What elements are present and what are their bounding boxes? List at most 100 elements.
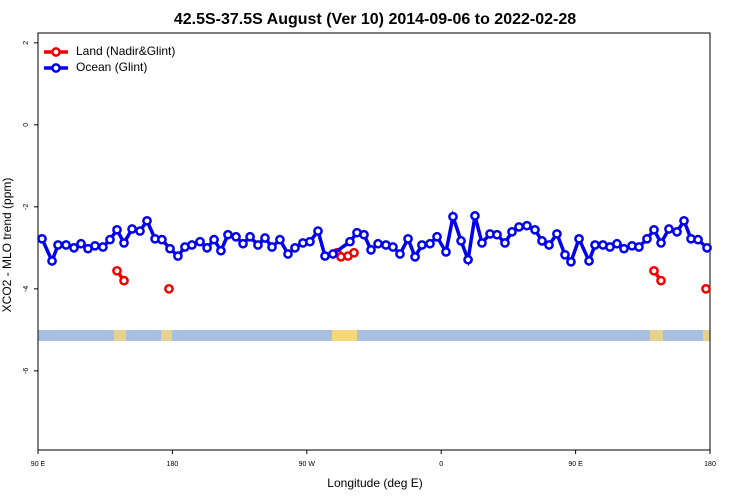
data-point [142, 215, 152, 226]
data-point [238, 238, 248, 249]
data-point [373, 238, 383, 249]
data-point [231, 231, 241, 242]
data-point [477, 238, 487, 248]
data-point [507, 227, 517, 237]
data-point [456, 236, 466, 246]
data-point [53, 240, 63, 250]
data-point [425, 238, 435, 249]
y-tick-label: -4 [23, 286, 30, 292]
data-point [173, 251, 183, 261]
x-tick-label: 90 E [31, 461, 46, 468]
data-point [642, 233, 652, 244]
surface-band [38, 330, 710, 341]
y-tick-label: -6 [23, 368, 30, 374]
legend-marker [51, 63, 61, 73]
data-point [76, 238, 86, 249]
data-point [395, 249, 405, 259]
data-point [253, 240, 263, 250]
data-point [202, 243, 212, 253]
data-point [164, 284, 174, 294]
y-tick-label: 0 [23, 123, 30, 127]
data-point [320, 251, 330, 261]
y-tick-label: -2 [23, 204, 30, 210]
chart-title: 42.5S-37.5S August (Ver 10) 2014-09-06 t… [174, 11, 576, 28]
data-point [417, 240, 427, 250]
data-point [223, 229, 233, 240]
data-point [552, 229, 562, 239]
data-point [135, 226, 145, 236]
legend-marker [51, 47, 61, 57]
data-point [260, 233, 270, 243]
data-point [463, 254, 473, 265]
data-point [649, 265, 659, 276]
data-point [612, 238, 622, 249]
data-point [693, 234, 703, 245]
data-point [403, 233, 413, 244]
data-point [267, 242, 277, 252]
x-tick-label: 90 E [568, 461, 583, 468]
data-point [165, 243, 175, 254]
data-point [672, 227, 682, 237]
data-point [701, 284, 711, 294]
y-tick-label: 2 [23, 41, 30, 45]
data-point [441, 247, 451, 257]
legend-label: Ocean (Glint) [76, 60, 147, 74]
data-point [500, 238, 510, 248]
data-point [345, 236, 355, 247]
data-point [61, 240, 71, 250]
data-point [366, 245, 376, 255]
data-point [470, 211, 480, 221]
data-point [37, 233, 47, 244]
data-point [69, 243, 79, 253]
data-point [492, 229, 502, 240]
data-point [328, 249, 338, 259]
data-point [656, 275, 666, 286]
data-point [105, 234, 115, 245]
data-point [290, 243, 300, 253]
data-point [544, 240, 554, 250]
data-point [679, 215, 689, 226]
data-point [664, 224, 674, 234]
data-point [410, 252, 420, 262]
data-point [195, 236, 205, 247]
data-point [432, 231, 442, 242]
x-tick-label: 180 [704, 461, 716, 468]
y-axis-label: XCO2 - MLO trend (ppm) [0, 178, 14, 313]
data-point [448, 211, 458, 222]
data-point [656, 238, 666, 248]
x-tick-label: 0 [439, 461, 443, 468]
data-point [127, 224, 137, 234]
data-point [283, 249, 293, 259]
data-point [112, 265, 122, 276]
data-point [47, 256, 57, 266]
x-tick-label: 180 [167, 461, 179, 468]
data-point [702, 243, 712, 253]
data-point [619, 243, 629, 254]
x-axis-label: Longitude (deg E) [327, 476, 422, 490]
data-point [530, 224, 540, 235]
data-point [537, 236, 547, 246]
x-tick-label: 90 W [299, 461, 316, 468]
data-point [313, 226, 323, 236]
data-point [349, 247, 359, 258]
data-point [560, 249, 570, 260]
data-point [574, 233, 584, 244]
data-point [590, 240, 600, 250]
data-point [216, 245, 226, 256]
data-point [112, 224, 122, 235]
data-point [566, 256, 576, 267]
data-point [209, 234, 219, 245]
data-point [157, 234, 167, 245]
data-point [187, 240, 197, 250]
data-point [119, 238, 129, 248]
data-point [388, 242, 398, 252]
data-point [275, 234, 285, 245]
data-point [305, 236, 315, 247]
legend-label: Land (Nadir&Glint) [76, 44, 175, 58]
data-point [522, 220, 532, 231]
data-point [119, 275, 129, 286]
data-point [359, 229, 369, 240]
data-point [514, 222, 524, 232]
data-point [634, 242, 644, 252]
